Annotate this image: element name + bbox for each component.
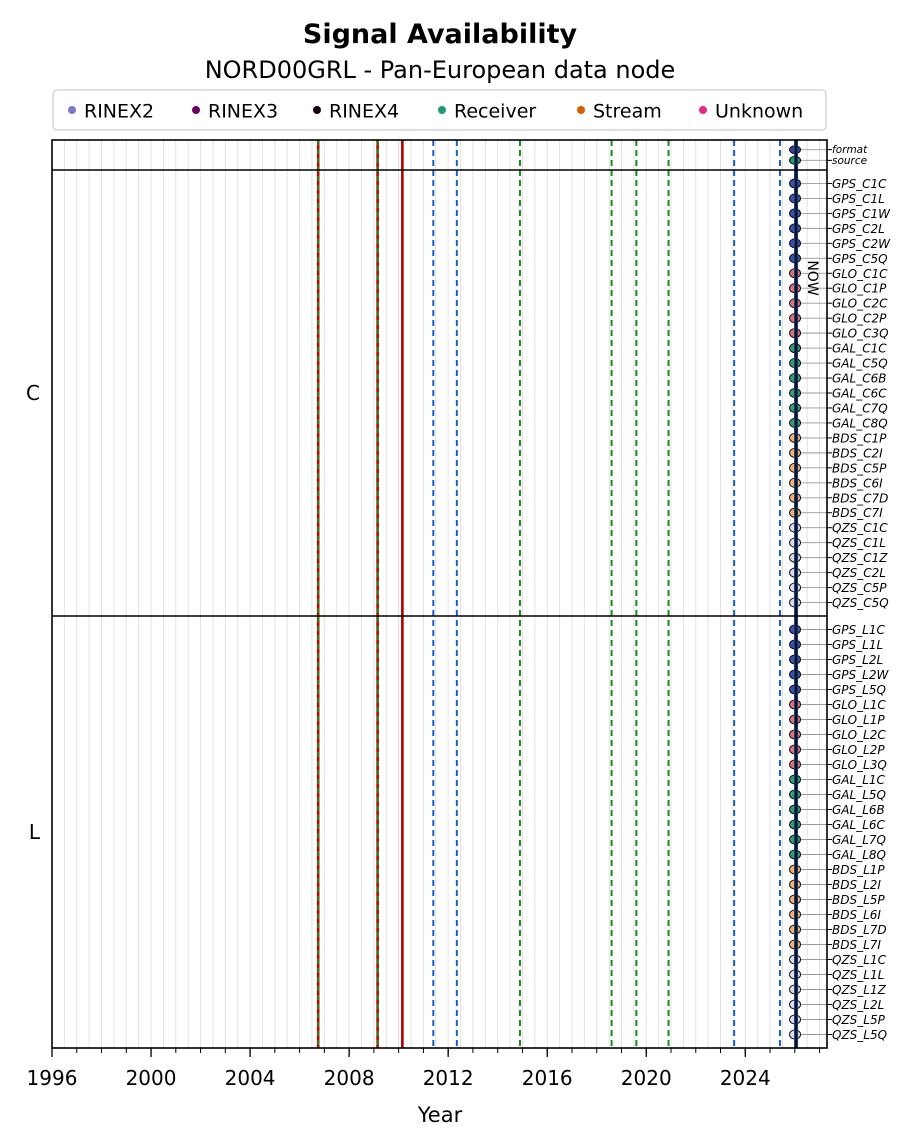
row-label: BDS_C7I xyxy=(832,506,883,520)
row-label: BDS_L5P xyxy=(832,893,885,907)
x-tick-label: 2024 xyxy=(720,1066,771,1090)
row-label: GAL_L6C xyxy=(832,818,886,832)
row-label: GAL_C8Q xyxy=(832,416,888,430)
row-label: QZS_C2L xyxy=(832,566,886,580)
legend-label: Unknown xyxy=(715,101,803,123)
row-label: QZS_L2L xyxy=(832,998,884,1012)
row-label: GAL_C1C xyxy=(832,342,887,356)
row-label: GLO_L2P xyxy=(832,743,885,757)
row-label: BDS_L2I xyxy=(832,878,881,892)
legend-label: RINEX3 xyxy=(208,101,278,123)
legend: RINEX2 RINEX3 RINEX4 Receiver Stream Unknown xyxy=(52,89,827,131)
row-label: GPS_C2W xyxy=(832,237,891,251)
row-label: BDS_L7I xyxy=(832,938,881,952)
row-label: GAL_C6B xyxy=(832,372,886,386)
chart-title: Signal Availability xyxy=(303,19,578,50)
row-label: GLO_L1C xyxy=(832,698,886,712)
row-label: GLO_C1P xyxy=(832,282,887,296)
row-label: QZS_L5Q xyxy=(832,1028,887,1042)
row-label: GPS_C1W xyxy=(832,207,891,221)
row-label: BDS_L1P xyxy=(832,863,885,877)
legend-label: RINEX2 xyxy=(84,101,154,123)
now-label: NOW xyxy=(804,260,820,295)
row-label: BDS_C1P xyxy=(832,431,887,445)
plot-area: NOWCLformatsourceGPS_C1CGPS_C1LGPS_C1WGP… xyxy=(26,139,891,1049)
legend-marker xyxy=(313,106,321,114)
row-label: GPS_L1C xyxy=(832,623,885,637)
x-tick-label: 2012 xyxy=(423,1066,474,1090)
plot-inner xyxy=(52,140,827,1048)
row-label: GPS_C5Q xyxy=(832,252,888,266)
row-label: BDS_C6I xyxy=(832,476,883,490)
chart-subtitle: NORD00GRL - Pan-European data node xyxy=(205,56,676,84)
row-label: GPS_C1C xyxy=(832,177,887,191)
row-label: GAL_C5Q xyxy=(832,357,888,371)
legend-label: Stream xyxy=(593,101,662,123)
row-label: GPS_L1L xyxy=(832,638,883,652)
row-label: source xyxy=(832,155,867,167)
row-label: GLO_L3Q xyxy=(832,758,887,772)
row-label: GPS_L2L xyxy=(832,653,883,667)
legend-marker xyxy=(68,106,76,114)
row-label: GLO_C2P xyxy=(832,312,887,326)
row-label: QZS_L1Z xyxy=(832,983,887,997)
x-tick-label: 1996 xyxy=(27,1066,78,1090)
legend-label: RINEX4 xyxy=(329,101,399,123)
x-axis-label: Year xyxy=(417,1103,463,1127)
row-label: GAL_L6B xyxy=(832,803,885,817)
row-label: QZS_C5Q xyxy=(832,596,889,610)
x-tick-label: 2016 xyxy=(522,1066,573,1090)
legend-marker xyxy=(438,106,446,114)
row-label: GLO_C2C xyxy=(832,297,888,311)
panel-label: C xyxy=(26,381,40,405)
row-label: GLO_C3Q xyxy=(832,327,889,341)
row-label: BDS_C2I xyxy=(832,446,883,460)
row-label: GAL_C7Q xyxy=(832,401,888,415)
row-label: GLO_C1C xyxy=(832,267,888,281)
row-label: GPS_C1L xyxy=(832,192,885,206)
row-label: GLO_L2C xyxy=(832,728,886,742)
row-label: GPS_L2W xyxy=(832,668,889,682)
row-label: format xyxy=(832,144,868,156)
row-label: QZS_L5P xyxy=(832,1013,886,1027)
x-tick-label: 2004 xyxy=(225,1066,276,1090)
plot-frame xyxy=(51,139,828,1049)
row-label: GAL_L7Q xyxy=(832,833,886,847)
x-axis: 1996 2000 2004 2008 2012 2016 2020 2024 xyxy=(27,1048,821,1090)
row-label: GPS_C2L xyxy=(832,222,885,236)
panel-label: L xyxy=(29,820,41,844)
row-label: QZS_L1C xyxy=(832,953,887,967)
row-label: GLO_L1P xyxy=(832,713,885,727)
row-label: QZS_C5P xyxy=(832,581,887,595)
legend-marker xyxy=(192,106,200,114)
row-label: BDS_L7D xyxy=(832,923,887,937)
row-label: GAL_L1C xyxy=(832,773,886,787)
row-label: GAL_L8Q xyxy=(832,848,886,862)
row-label: GAL_L5Q xyxy=(832,788,886,802)
row-label: BDS_C5P xyxy=(832,461,887,475)
row-label: QZS_C1Z xyxy=(832,551,888,565)
row-label: GPS_L5Q xyxy=(832,683,886,697)
row-label: BDS_C7D xyxy=(832,491,888,505)
legend-label: Receiver xyxy=(454,101,536,123)
legend-marker xyxy=(699,106,707,114)
row-label: GAL_C6C xyxy=(832,387,887,401)
row-label: QZS_L1L xyxy=(832,968,884,982)
row-label: QZS_C1L xyxy=(832,536,886,550)
x-tick-label: 2008 xyxy=(324,1066,375,1090)
legend-marker xyxy=(577,106,585,114)
x-tick-label: 2020 xyxy=(621,1066,672,1090)
x-tick-label: 2000 xyxy=(126,1066,177,1090)
row-label: BDS_L6I xyxy=(832,908,881,922)
row-label: QZS_C1C xyxy=(832,521,888,535)
